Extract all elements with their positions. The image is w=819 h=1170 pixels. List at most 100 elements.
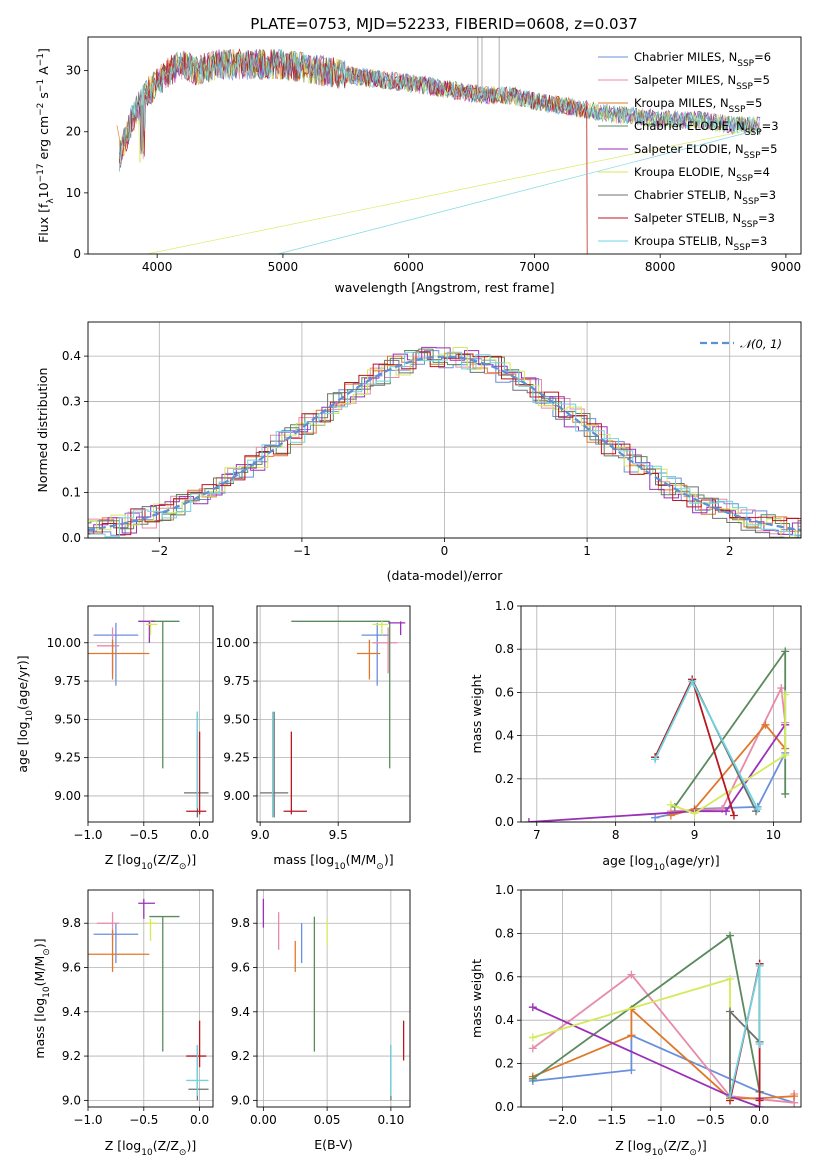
label-part: )]	[384, 852, 394, 867]
x-axis-label: E(B-V)	[314, 1137, 353, 1152]
label-part: age [log	[15, 721, 30, 772]
y-tick-label: 9.4	[62, 1005, 81, 1019]
y-tick-label: 10	[66, 186, 81, 200]
axes-frame	[520, 889, 802, 1108]
y-tick-label: 30	[66, 64, 81, 78]
point-chabrier-elodie	[149, 915, 180, 1052]
y-tick-label: 9.6	[231, 961, 250, 975]
legend-label-salpeter-elodie: Salpeter ELODIE, NSSP=5	[634, 142, 777, 161]
label-part: ⊙	[689, 1148, 697, 1158]
x-tick-label: 4000	[142, 260, 173, 274]
weight-marker	[528, 1074, 537, 1083]
weight-marker	[627, 970, 636, 979]
y-axis-label: Flux [fλ10−17 erg cm−2 s−1 A−1]	[36, 48, 56, 243]
y-tick-label: 1.0	[495, 883, 514, 897]
x-axis-label: Z [log10(Z/Z⊙)]	[105, 1138, 196, 1158]
y-tick-label: 0.6	[495, 970, 514, 984]
label-part: Kroupa ELODIE, N	[634, 165, 736, 179]
label-part: ⊙	[179, 1148, 187, 1158]
label-part: )]	[186, 1138, 196, 1153]
label-part: =3	[750, 234, 767, 248]
panel-mass-vs-Z: −1.0 −0.5 0.09.09.29.49.69.8Z [log10(Z/Z⊙)…	[32, 889, 214, 1158]
x-tick-label: 1	[583, 544, 591, 558]
y-tick-label: 9.75	[54, 674, 81, 688]
x-tick-label: −0.5	[696, 1113, 725, 1127]
weight-line-kroupa-stelib	[729, 965, 761, 1097]
y-tick-label: 9.8	[231, 916, 250, 930]
label-part: 10	[652, 1148, 664, 1158]
x-tick-label: 0.00	[250, 1113, 277, 1127]
y-tick-label: 0.4	[495, 1013, 514, 1027]
point-salpeter-elodie	[138, 898, 155, 919]
label-part: =3	[758, 211, 775, 225]
weight-marker	[761, 720, 770, 729]
weight-marker	[755, 961, 764, 970]
label-part: (Z/Z	[663, 1138, 689, 1153]
y-tick-label: 0.4	[62, 349, 81, 363]
label-part: A	[36, 66, 51, 79]
x-tick-label: 10	[766, 828, 781, 842]
legend-label-kroupa-stelib: Kroupa STELIB, NSSP=3	[634, 234, 767, 253]
weight-marker	[726, 1092, 735, 1101]
y-tick-label: 9.25	[223, 751, 250, 765]
weight-line-kroupa-miles	[670, 723, 786, 817]
label-part: Z [log	[105, 1138, 141, 1153]
legend-label-chabrier-miles: Chabrier MILES, NSSP=6	[634, 50, 771, 69]
weight-series	[524, 647, 790, 822]
label-part: =5	[761, 142, 778, 156]
x-tick-label: 9	[691, 828, 699, 842]
y-tick-label: 0.1	[62, 486, 81, 500]
weight-marker	[627, 1031, 636, 1040]
x-tick-label: 0.0	[750, 1113, 769, 1127]
label-part: Chabrier MILES, N	[634, 50, 737, 64]
y-tick-label: 9.50	[223, 712, 250, 726]
y-tick-label: 9.25	[54, 751, 81, 765]
label-part: SSP	[736, 82, 753, 92]
y-tick-label: 9.50	[54, 712, 81, 726]
x-tick-label: −1	[293, 544, 311, 558]
label-part: s	[36, 92, 51, 103]
normal-curve	[88, 355, 801, 532]
weight-marker	[651, 813, 660, 822]
weight-marker	[528, 1033, 537, 1042]
weight-line-kroupa-elodie	[670, 694, 787, 815]
x-tick-label: −1.0	[73, 1113, 102, 1127]
weight-marker	[753, 805, 762, 814]
weight-series	[528, 931, 799, 1107]
panel-residual-histogram: −2 −1 0 1 2 0.0 0.1 0.2 0.3 0.4 (data-model)/error…	[35, 321, 802, 583]
weight-marker	[666, 800, 675, 809]
label-part: Flux [f	[36, 203, 51, 243]
weight-marker	[755, 1096, 764, 1105]
point-kroupa-stelib	[186, 1045, 209, 1096]
weight-line-chabrier-elodie	[532, 934, 761, 1092]
x-tick-label: 0.0	[190, 828, 209, 842]
spectrum-series	[116, 37, 762, 254]
y-axis-label: mass [log10(M/M⊙)]	[32, 938, 52, 1058]
weight-marker	[627, 1066, 636, 1075]
x-tick-label: 5000	[268, 260, 299, 274]
point-chabrier-stelib	[260, 711, 289, 818]
label-part: SSP	[737, 59, 754, 69]
axes-frame	[256, 889, 411, 1108]
label-part: ⊙	[376, 862, 384, 872]
weight-marker	[726, 1007, 735, 1016]
label-part: SSP	[736, 174, 753, 184]
y-axis-label: age [log10(age/yr)]	[15, 655, 35, 772]
y-tick-label: 9.2	[231, 1049, 250, 1063]
label-part: 10	[141, 862, 153, 872]
legend-label-chabrier-stelib: Chabrier STELIB, NSSP=3	[634, 188, 776, 207]
label-part: (Z/Z	[153, 1138, 179, 1153]
label-part: ]	[36, 48, 51, 53]
y-tick-label: 0.0	[495, 1100, 514, 1114]
x-tick-label: −2	[150, 544, 168, 558]
legend-label-kroupa-miles: Kroupa MILES, NSSP=5	[634, 96, 762, 115]
label-part: ⊙	[42, 948, 52, 956]
label-part: Salpeter MILES, N	[634, 73, 736, 87]
y-tick-label: 0.8	[495, 926, 514, 940]
point-salpeter-stelib	[186, 1020, 207, 1068]
label-part: age [log	[602, 853, 653, 868]
legend-label-salpeter-stelib: Salpeter STELIB, NSSP=3	[634, 211, 775, 230]
label-part: erg cm	[36, 116, 51, 164]
point-chabrier-stelib	[183, 711, 209, 818]
errorbar-points	[262, 898, 405, 1101]
